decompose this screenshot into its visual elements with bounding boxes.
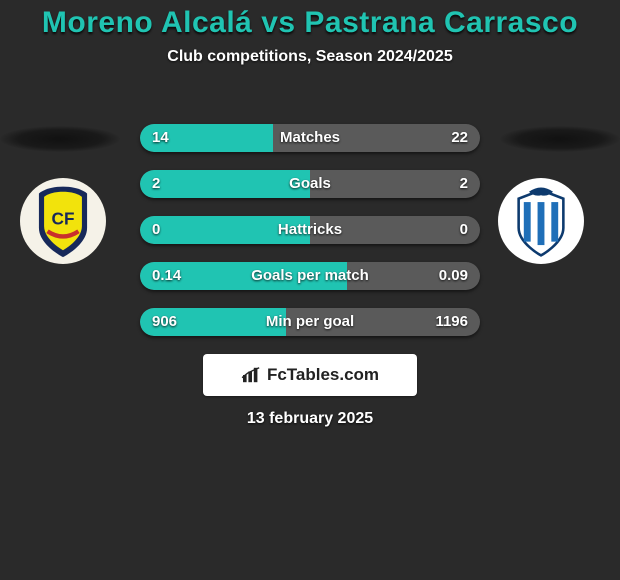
stat-label: Min per goal [140, 308, 480, 336]
comparison-card: Moreno Alcalá vs Pastrana Carrasco Club … [0, 0, 620, 580]
bar-chart-icon [241, 366, 263, 384]
stat-value-right: 2 [460, 170, 468, 198]
shadow-right [500, 126, 620, 152]
brand-text: FcTables.com [267, 365, 379, 385]
alcoyano-crest-icon [498, 178, 584, 264]
stat-value-right: 0 [460, 216, 468, 244]
team-badge-right [498, 178, 584, 264]
date-text: 13 february 2025 [0, 410, 620, 428]
svg-text:CF: CF [52, 208, 75, 228]
stat-row: 0.14Goals per match0.09 [140, 262, 480, 290]
shadow-left [0, 126, 120, 152]
stat-row: 2Goals2 [140, 170, 480, 198]
stat-value-right: 0.09 [439, 262, 468, 290]
stat-row: 906Min per goal1196 [140, 308, 480, 336]
page-title: Moreno Alcalá vs Pastrana Carrasco [0, 0, 620, 40]
stat-row: 14Matches22 [140, 124, 480, 152]
subtitle: Club competitions, Season 2024/2025 [0, 48, 620, 66]
villarreal-crest-icon: CF [20, 178, 106, 264]
stat-label: Goals [140, 170, 480, 198]
team-badge-left: CF [20, 178, 106, 264]
stat-label: Hattricks [140, 216, 480, 244]
stat-value-right: 1196 [435, 308, 468, 336]
stat-value-right: 22 [451, 124, 468, 152]
brand-box[interactable]: FcTables.com [203, 354, 417, 396]
stat-label: Matches [140, 124, 480, 152]
stat-row: 0Hattricks0 [140, 216, 480, 244]
stats-container: 14Matches22 2Goals2 0Hattricks0 0.14Goals p… [140, 124, 480, 354]
stat-label: Goals per match [140, 262, 480, 290]
